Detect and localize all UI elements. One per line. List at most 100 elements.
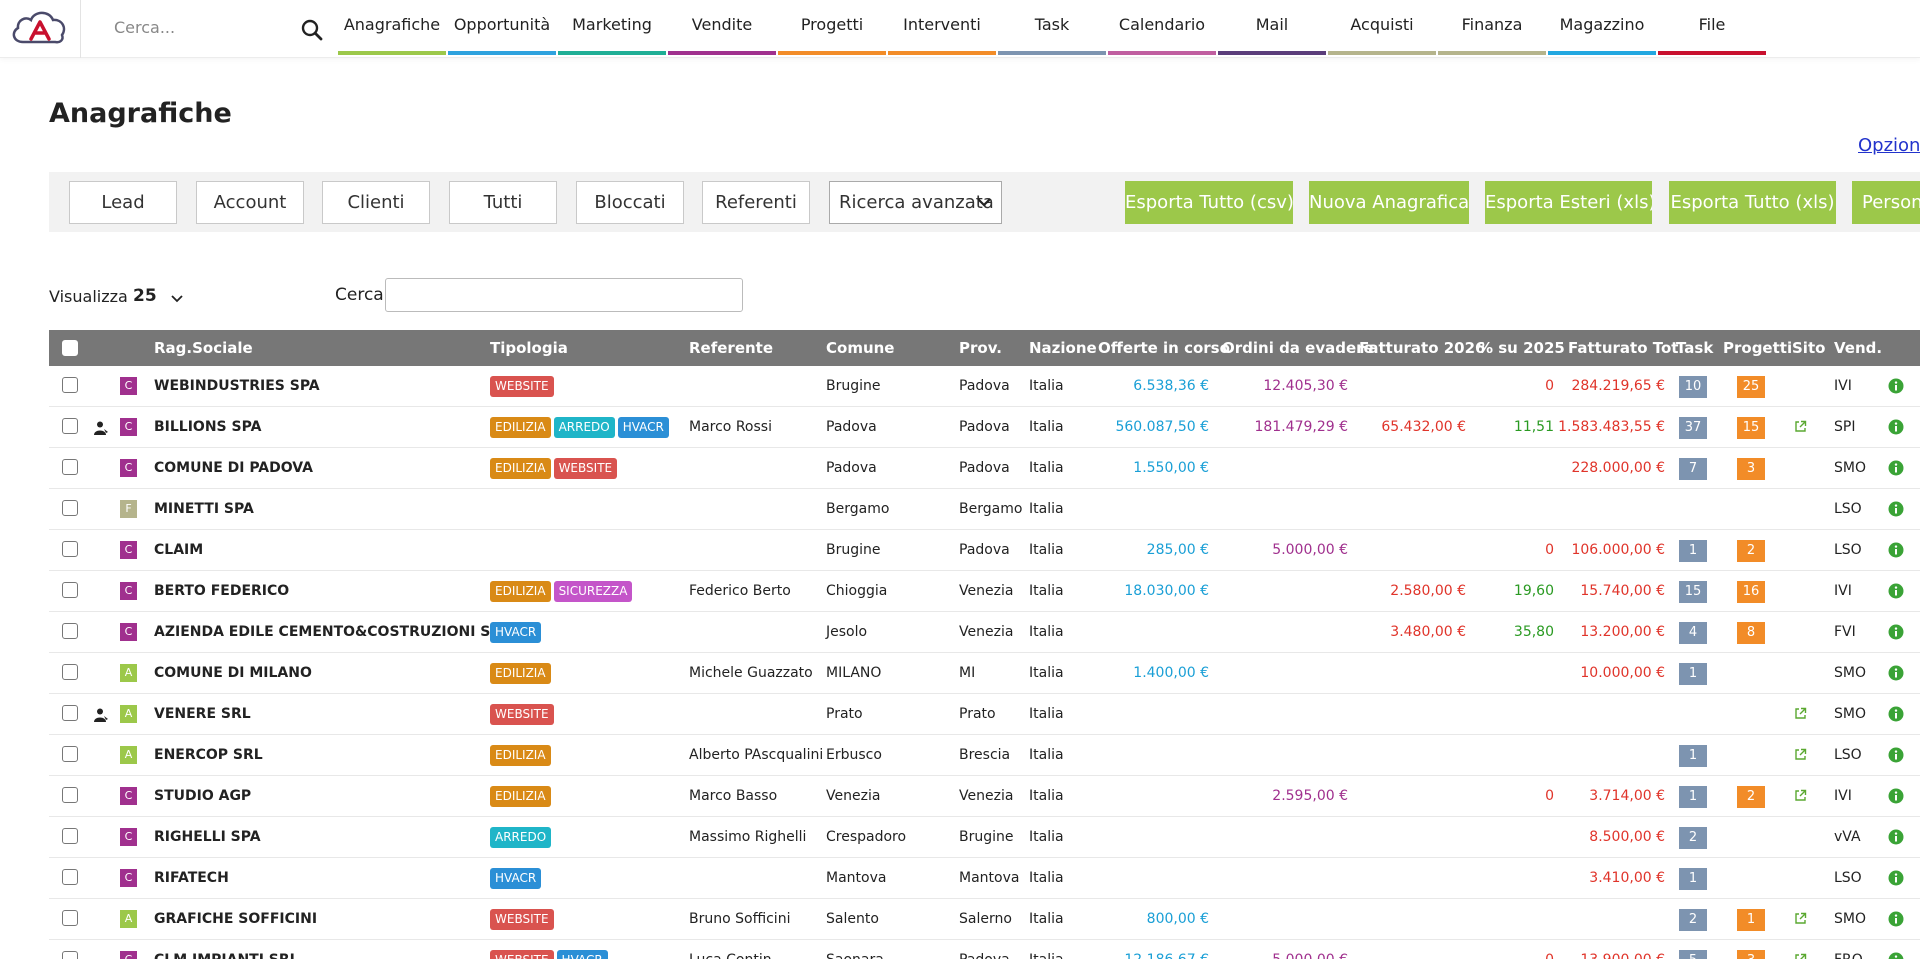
table-row[interactable]: A GRAFICHE SOFFICINI WEBSITE Bruno Sofficin… [49, 899, 1920, 940]
row-checkbox[interactable] [62, 705, 78, 721]
header-fatturato-2026[interactable]: Fatturato 2026 [1359, 339, 1486, 357]
company-name[interactable]: STUDIO AGP [154, 788, 252, 804]
table-row[interactable]: C BERTO FEDERICO EDILIZIA SICUREZZA Federico… [49, 571, 1920, 612]
project-count-badge[interactable]: 2 [1737, 540, 1765, 562]
filter-lead-button[interactable]: Lead [69, 181, 177, 224]
header-perc[interactable]: % su 2025 [1478, 339, 1565, 357]
project-count-badge[interactable]: 3 [1737, 950, 1765, 959]
table-row[interactable]: A VENERE SRL WEBSITE Prato Prato Italia SMO [49, 694, 1920, 735]
nav-item-11[interactable]: Magazzino [1547, 0, 1657, 56]
table-row[interactable]: C STUDIO AGP EDILIZIA Marco Basso Venezia Ven… [49, 776, 1920, 817]
nav-item-9[interactable]: Acquisti [1327, 0, 1437, 56]
nav-item-0[interactable]: Anagrafiche [337, 0, 447, 56]
header-progetti[interactable]: Progetti [1723, 339, 1793, 357]
export-foreign-xls-button[interactable]: Esporta Esteri (xls) [1485, 181, 1652, 224]
row-checkbox[interactable] [62, 623, 78, 639]
table-row[interactable]: C AZIENDA EDILE CEMENTO&COSTRUZIONI S.R.L… [49, 612, 1920, 653]
row-checkbox[interactable] [62, 418, 78, 434]
info-icon[interactable] [1888, 378, 1904, 394]
filter-tutti-button[interactable]: Tutti [449, 181, 557, 224]
nav-item-3[interactable]: Vendite [667, 0, 777, 56]
info-icon[interactable] [1888, 542, 1904, 558]
external-link-icon[interactable] [1794, 748, 1807, 761]
table-row[interactable]: C COMUNE DI PADOVA EDILIZIA WEBSITE Padova Pa… [49, 448, 1920, 489]
header-comune[interactable]: Comune [826, 339, 895, 357]
info-icon[interactable] [1888, 870, 1904, 886]
task-count-badge[interactable]: 1 [1679, 786, 1707, 808]
advanced-search-select[interactable]: Ricerca avanzata [829, 181, 1002, 224]
project-count-badge[interactable]: 25 [1737, 376, 1765, 398]
company-name[interactable]: RIGHELLI SPA [154, 829, 261, 845]
row-checkbox[interactable] [62, 951, 78, 959]
header-offerte[interactable]: Offerte in corso [1098, 339, 1230, 357]
info-icon[interactable] [1888, 419, 1904, 435]
global-search-input[interactable]: Cerca... [114, 18, 176, 37]
task-count-badge[interactable]: 1 [1679, 663, 1707, 685]
row-checkbox[interactable] [62, 377, 78, 393]
company-name[interactable]: GRAFICHE SOFFICINI [154, 911, 318, 927]
task-count-badge[interactable]: 37 [1679, 417, 1707, 439]
filter-referenti-button[interactable]: Referenti [702, 181, 810, 224]
select-all-checkbox[interactable] [62, 340, 78, 356]
task-count-badge[interactable]: 2 [1679, 827, 1707, 849]
task-count-badge[interactable]: 1 [1679, 745, 1707, 767]
project-count-badge[interactable]: 16 [1737, 581, 1765, 603]
header-ordini[interactable]: Ordini da evadere [1222, 339, 1374, 357]
row-checkbox[interactable] [62, 828, 78, 844]
row-checkbox[interactable] [62, 869, 78, 885]
external-link-icon[interactable] [1794, 912, 1807, 925]
company-name[interactable]: VENERE SRL [154, 706, 251, 722]
company-name[interactable]: ENERCOP SRL [154, 747, 263, 763]
company-name[interactable]: CLM IMPIANTI SRL [154, 952, 299, 959]
row-checkbox[interactable] [62, 787, 78, 803]
header-rag-sociale[interactable]: Rag.Sociale [154, 339, 253, 357]
filter-account-button[interactable]: Account [196, 181, 304, 224]
header-task[interactable]: Task [1676, 339, 1714, 357]
info-icon[interactable] [1888, 952, 1904, 959]
info-icon[interactable] [1888, 501, 1904, 517]
company-name[interactable]: MINETTI SPA [154, 501, 254, 517]
company-name[interactable]: CLAIM [154, 542, 204, 558]
customize-button[interactable]: Person [1852, 181, 1920, 224]
nav-item-5[interactable]: Interventi [887, 0, 997, 56]
company-name[interactable]: BERTO FEDERICO [154, 583, 290, 599]
table-row[interactable]: A ENERCOP SRL EDILIZIA Alberto PAscqualini E… [49, 735, 1920, 776]
options-link[interactable]: Opzion [1858, 135, 1920, 156]
table-row[interactable]: A COMUNE DI MILANO EDILIZIA Michele Guazzat… [49, 653, 1920, 694]
task-count-badge[interactable]: 15 [1679, 581, 1707, 603]
info-icon[interactable] [1888, 624, 1904, 640]
table-row[interactable]: C BILLIONS SPA EDILIZIA ARREDO HVACR Marco Ro… [49, 407, 1920, 448]
project-count-badge[interactable]: 15 [1737, 417, 1765, 439]
nav-item-6[interactable]: Task [997, 0, 1107, 56]
nav-item-1[interactable]: Opportunità [447, 0, 557, 56]
table-row[interactable]: C WEBINDUSTRIES SPA WEBSITE Brugine Padova It… [49, 366, 1920, 407]
header-sito[interactable]: Sito [1792, 339, 1826, 357]
nav-item-10[interactable]: Finanza [1437, 0, 1547, 56]
header-referente[interactable]: Referente [689, 339, 774, 357]
company-name[interactable]: WEBINDUSTRIES SPA [154, 378, 320, 394]
company-name[interactable]: RIFATECH [154, 870, 229, 886]
task-count-badge[interactable]: 1 [1679, 868, 1707, 890]
external-link-icon[interactable] [1794, 789, 1807, 802]
info-icon[interactable] [1888, 829, 1904, 845]
page-size-select[interactable]: 25 [133, 286, 157, 306]
cloud-logo-icon[interactable] [9, 8, 69, 48]
table-row[interactable]: C CLM IMPIANTI SRL WEBSITEHVACR Luca Contin… [49, 940, 1920, 959]
table-search-input[interactable] [385, 278, 743, 312]
nav-item-12[interactable]: File [1657, 0, 1767, 56]
info-icon[interactable] [1888, 706, 1904, 722]
nav-item-8[interactable]: Mail [1217, 0, 1327, 56]
info-icon[interactable] [1888, 665, 1904, 681]
project-count-badge[interactable]: 8 [1737, 622, 1765, 644]
table-row[interactable]: C RIGHELLI SPA ARREDO Massimo Righelli Cresp… [49, 817, 1920, 858]
info-icon[interactable] [1888, 460, 1904, 476]
project-count-badge[interactable]: 2 [1737, 786, 1765, 808]
header-vend[interactable]: Vend. [1834, 339, 1883, 357]
external-link-icon[interactable] [1794, 953, 1807, 959]
task-count-badge[interactable]: 1 [1679, 540, 1707, 562]
row-checkbox[interactable] [62, 500, 78, 516]
project-count-badge[interactable]: 3 [1737, 458, 1765, 480]
info-icon[interactable] [1888, 788, 1904, 804]
company-name[interactable]: COMUNE DI MILANO [154, 665, 312, 681]
task-count-badge[interactable]: 2 [1679, 909, 1707, 931]
